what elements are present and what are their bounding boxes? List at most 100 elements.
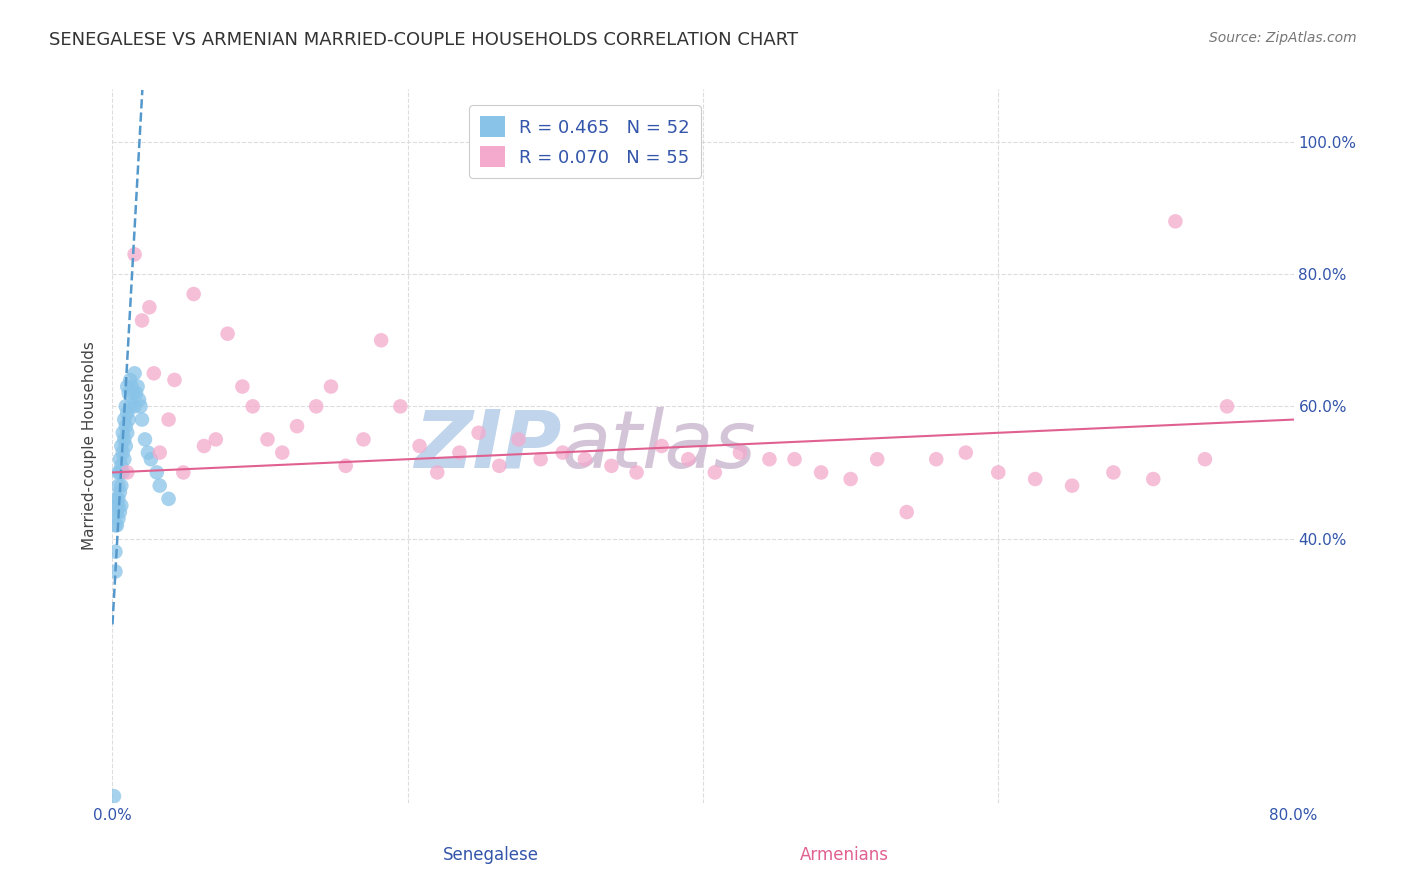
Point [108,466,131,480]
Point [551,445,574,459]
Point [1164,214,1187,228]
Point [134,433,156,447]
Point [193,439,215,453]
Point [1194,452,1216,467]
Point [149,478,172,492]
Point [678,452,700,467]
Point [146,466,169,480]
Point [118,386,141,401]
Point [108,452,131,467]
Point [129,400,152,414]
Point [626,466,648,480]
Point [285,419,308,434]
Point [728,445,751,459]
Point [108,485,131,500]
Point [120,373,142,387]
Point [110,478,132,492]
Point [335,458,357,473]
Point [105,505,128,519]
Point [124,400,146,414]
Point [117,466,138,480]
Point [127,379,149,393]
Point [205,433,228,447]
Point [651,439,673,453]
Point [112,412,135,426]
Point [955,445,977,459]
Point [1062,478,1084,492]
Point [122,386,145,401]
Point [305,400,328,414]
Point [107,478,129,492]
Point [256,433,278,447]
Point [370,333,392,347]
Point [149,445,172,459]
Point [408,439,430,453]
Point [1142,472,1164,486]
Point [508,433,530,447]
Point [574,452,596,467]
Y-axis label: Married-couple Households: Married-couple Households [82,342,97,550]
Point [104,518,127,533]
Point [112,452,135,467]
Point [104,565,127,579]
Point [117,406,138,420]
Point [111,425,134,440]
Point [172,466,194,480]
Point [110,439,132,453]
Point [131,412,153,426]
Point [231,379,253,393]
Point [142,367,165,381]
Point [120,400,142,414]
Point [987,466,1010,480]
Point [107,499,129,513]
Point [117,379,138,393]
Text: Senegalese: Senegalese [443,846,538,863]
Point [105,518,128,533]
Point [136,445,159,459]
Point [114,400,136,414]
Point [114,439,136,453]
Point [107,491,129,506]
Point [217,326,239,341]
Point [839,472,862,486]
Point [107,466,129,480]
Point [118,412,141,426]
Point [529,452,551,467]
Point [108,505,131,519]
Point [896,505,918,519]
Point [157,491,180,506]
Legend: R = 0.465   N = 52, R = 0.070   N = 55: R = 0.465 N = 52, R = 0.070 N = 55 [468,105,702,178]
Point [121,379,143,393]
Point [1216,400,1239,414]
Point [783,452,806,467]
Point [426,466,449,480]
Point [758,452,780,467]
Point [131,313,153,327]
Point [449,445,471,459]
Point [242,400,264,414]
Point [110,499,132,513]
Point [1024,472,1046,486]
Point [925,452,948,467]
Point [352,433,374,447]
Point [183,287,205,301]
Point [1102,466,1125,480]
Point [114,419,136,434]
Point [105,499,128,513]
Point [105,491,128,506]
Text: Source: ZipAtlas.com: Source: ZipAtlas.com [1209,31,1357,45]
Point [107,511,129,525]
Text: Armenians: Armenians [800,846,889,863]
Point [139,452,162,467]
Point [124,247,146,261]
Point [117,425,138,440]
Point [103,789,125,804]
Point [600,458,623,473]
Point [111,466,134,480]
Text: SENEGALESE VS ARMENIAN MARRIED-COUPLE HOUSEHOLDS CORRELATION CHART: SENEGALESE VS ARMENIAN MARRIED-COUPLE HO… [49,31,799,49]
Point [810,466,832,480]
Point [319,379,342,393]
Point [389,400,412,414]
Point [110,458,132,473]
Point [163,373,186,387]
